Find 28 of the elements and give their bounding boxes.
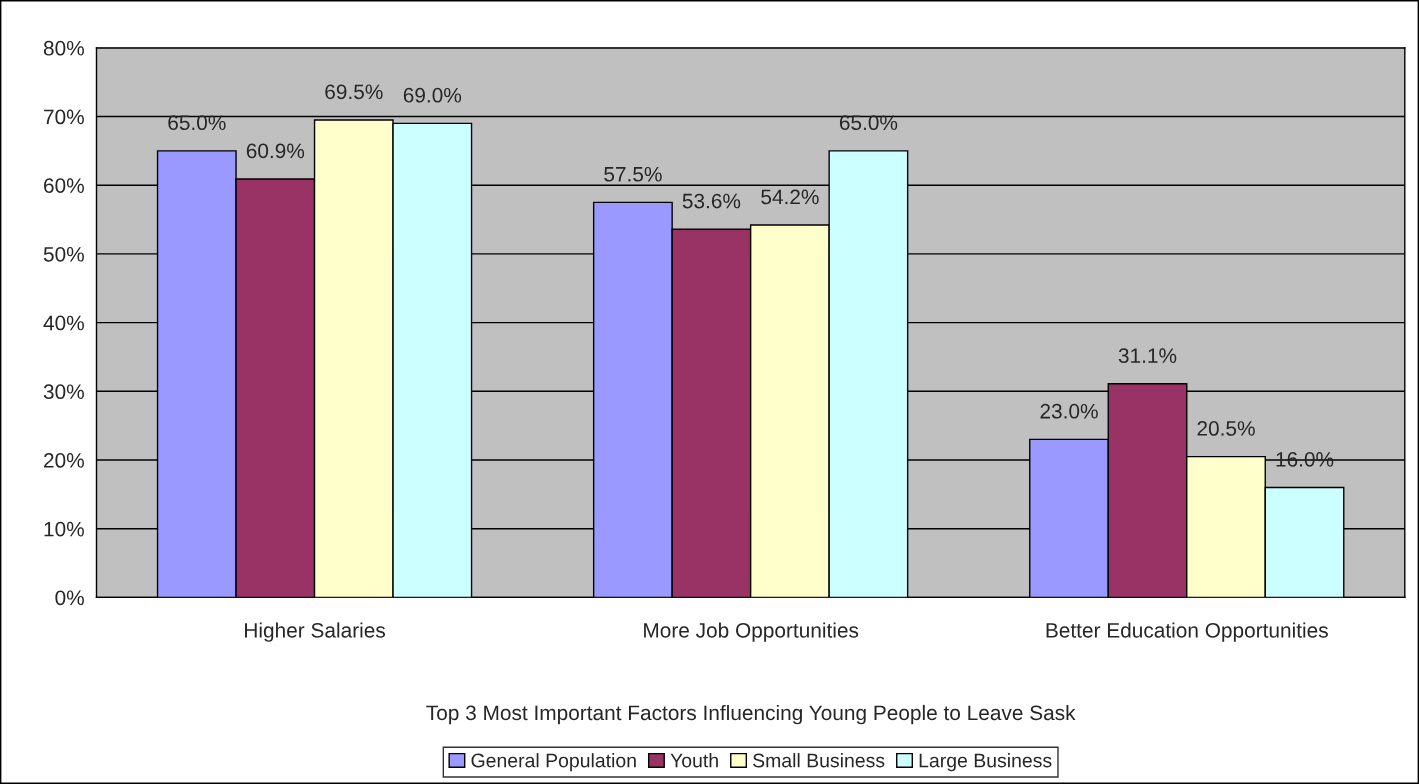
- legend-label: Large Business: [919, 753, 1052, 772]
- data-label: 54.2%: [761, 189, 819, 205]
- y-tick-label: 40%: [43, 315, 84, 331]
- data-label: 20.5%: [1197, 421, 1255, 436]
- y-tick-label: 20%: [44, 453, 84, 468]
- legend-label: Youth: [670, 753, 718, 768]
- x-tick-label: More Job Opportunities: [644, 622, 859, 642]
- data-label: 31.1%: [1118, 348, 1177, 363]
- y-tick-label: 30%: [43, 384, 84, 400]
- y-tick-label: 10%: [44, 521, 84, 537]
- data-label: 23.0%: [1040, 403, 1098, 419]
- legend-label: General Population: [471, 753, 636, 772]
- y-tick-label: 60%: [44, 178, 84, 193]
- data-label: 53.6%: [682, 193, 741, 209]
- data-label: 57.5%: [604, 166, 662, 182]
- data-label: 60.9%: [246, 143, 305, 159]
- data-label: 69.5%: [325, 84, 383, 100]
- data-label: 69.0%: [403, 87, 462, 103]
- x-tick-label: Higher Salaries: [245, 622, 386, 642]
- data-label: 65.0%: [168, 115, 226, 131]
- y-tick-label: 50%: [43, 246, 84, 262]
- x-axis-title: Top 3 Most Important Factors Influencing Young People to Leave Sask: [426, 704, 1076, 725]
- data-label: 65.0%: [839, 115, 898, 131]
- y-tick-label: 70%: [44, 109, 84, 125]
- legend-label: Small Business: [753, 753, 885, 768]
- y-tick-label: 80%: [43, 40, 84, 56]
- y-tick-label: 0%: [55, 590, 84, 606]
- x-tick-label: Better Education Opportunities: [1046, 622, 1328, 642]
